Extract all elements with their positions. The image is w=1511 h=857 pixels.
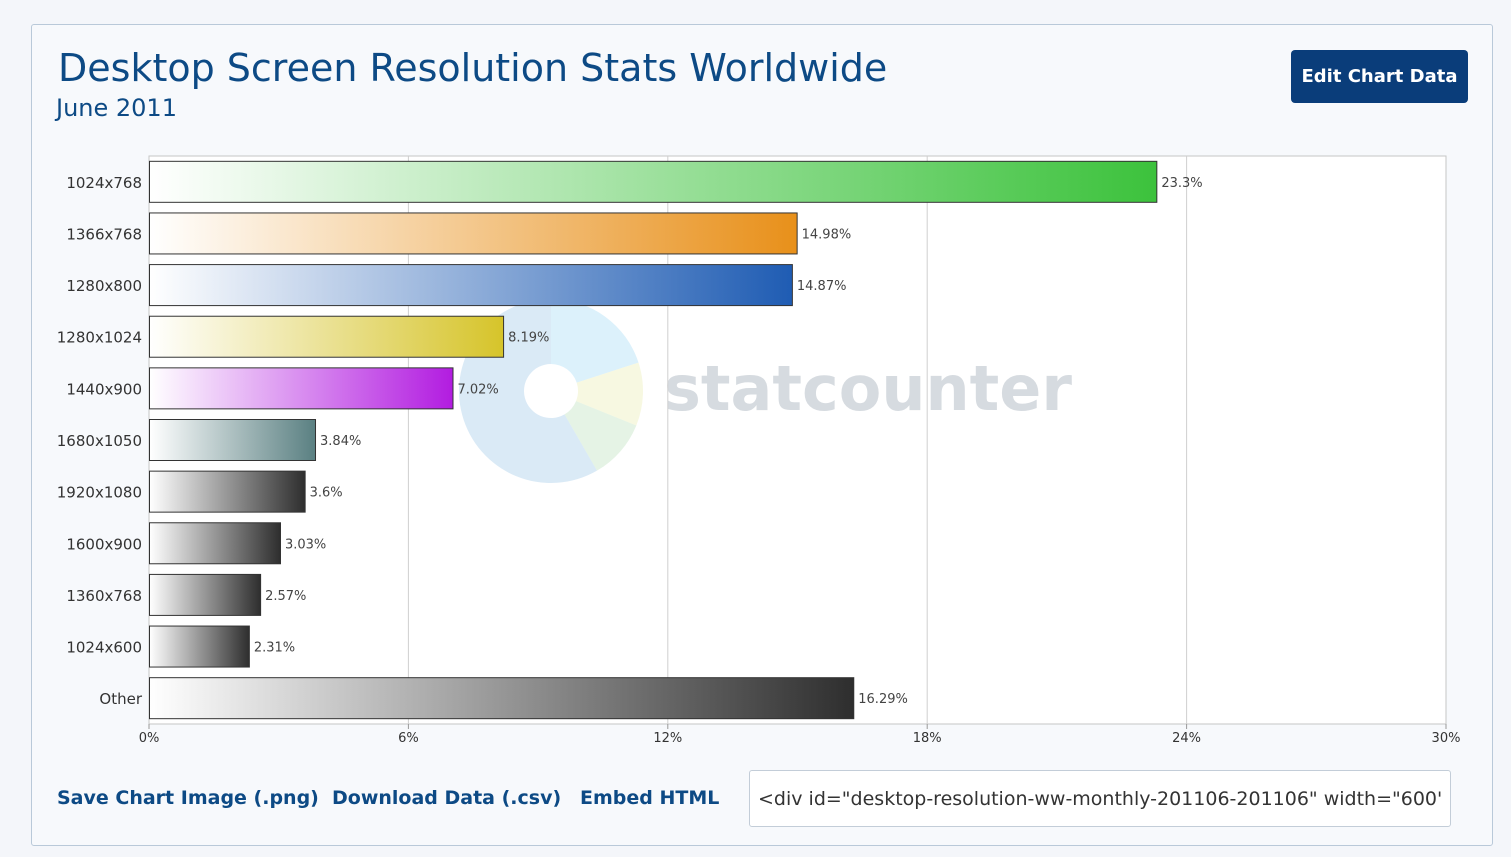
x-tick-label: 24%: [1172, 731, 1201, 746]
x-axis-ticks: 0% 6% 12% 18% 24% 30%: [139, 724, 1461, 746]
x-tick-label: 0%: [139, 731, 160, 746]
bar[interactable]: [149, 522, 281, 565]
bar[interactable]: [149, 573, 262, 616]
embed-code-input[interactable]: [749, 770, 1451, 827]
watermark-logo-segment: [551, 299, 639, 383]
edit-chart-data-button[interactable]: Edit Chart Data: [1291, 50, 1468, 103]
category-label: 1280x800: [66, 277, 142, 295]
watermark-logo-segment: [576, 362, 643, 426]
category-label: 1280x1024: [57, 329, 142, 347]
bar[interactable]: [149, 315, 505, 358]
value-label: 3.6%: [310, 486, 343, 501]
bar[interactable]: [149, 367, 454, 410]
bar[interactable]: [149, 160, 1158, 203]
value-label: 14.98%: [802, 227, 852, 242]
category-label: 1366x768: [66, 225, 142, 243]
chart-subtitle: June 2011: [56, 94, 177, 122]
value-label: 16.29%: [858, 692, 908, 707]
bar[interactable]: [149, 677, 855, 720]
category-label: 1920x1080: [57, 484, 142, 502]
category-labels: 1024x768 1366x768 1280x800 1280x1024 1440x90…: [57, 174, 143, 708]
bar[interactable]: [149, 625, 250, 668]
value-label: 3.03%: [285, 537, 326, 552]
value-label: 23.3%: [1161, 176, 1202, 191]
x-tick-label: 30%: [1432, 731, 1461, 746]
category-label: 1600x900: [66, 535, 142, 553]
value-label: 7.02%: [457, 382, 498, 397]
category-label: 1024x768: [66, 174, 142, 192]
download-data-link[interactable]: Download Data (.csv): [332, 787, 562, 809]
category-label: Other: [99, 690, 142, 708]
bar[interactable]: [149, 212, 798, 255]
category-label: 1360x768: [66, 587, 142, 605]
value-label: 14.87%: [797, 279, 847, 294]
embed-html-link[interactable]: Embed HTML: [580, 787, 720, 809]
x-tick-label: 12%: [653, 731, 682, 746]
bars: [149, 160, 1158, 720]
bar[interactable]: [149, 419, 317, 461]
watermark-logo-segment: [564, 401, 637, 471]
save-chart-image-link[interactable]: Save Chart Image (.png): [57, 787, 319, 809]
category-label: 1680x1050: [57, 432, 142, 450]
value-label: 2.31%: [254, 641, 295, 656]
value-labels: 23.3% 14.98% 14.87% 8.19% 7.02% 3.84% 3.6% 3.03…: [254, 176, 1203, 707]
x-tick-label: 6%: [398, 731, 419, 746]
statcounter-watermark: statcounter: [459, 299, 1072, 483]
category-label: 1440x900: [66, 380, 142, 398]
watermark-text: statcounter: [664, 352, 1072, 425]
bar[interactable]: [149, 470, 306, 513]
category-label: 1024x600: [66, 639, 142, 657]
value-label: 3.84%: [320, 434, 361, 449]
bar[interactable]: [149, 264, 793, 307]
chart-title: Desktop Screen Resolution Stats Worldwid…: [58, 46, 888, 90]
value-label: 8.19%: [508, 331, 549, 346]
value-label: 2.57%: [265, 589, 306, 604]
x-tick-label: 18%: [913, 731, 942, 746]
